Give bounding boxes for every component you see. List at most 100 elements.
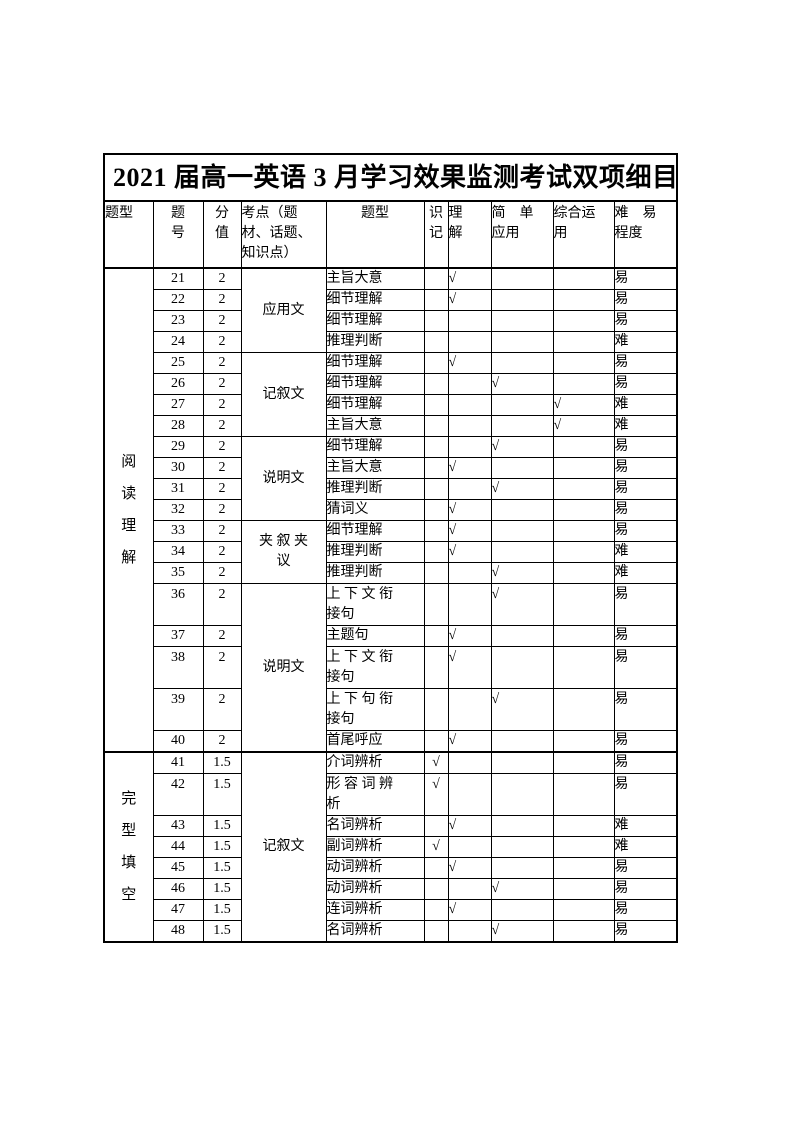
difficulty-cell: 易 xyxy=(613,457,678,479)
table-row: 26 2 细节理解 √ 易 xyxy=(104,373,678,395)
check-memorization xyxy=(423,478,449,500)
check-memorization xyxy=(423,267,449,290)
section-reading-comprehension: 阅读理解 xyxy=(103,267,154,753)
question-no-cell: 44 xyxy=(152,836,204,858)
check-comprehensive-application xyxy=(552,836,615,858)
points-cell: 2 xyxy=(202,331,242,353)
check-memorization xyxy=(423,857,449,879)
points-cell: 2 xyxy=(202,267,242,290)
check-comprehensive-application xyxy=(552,815,615,837)
check-comprehension: √ xyxy=(447,520,492,542)
question-no-cell: 27 xyxy=(152,394,204,416)
question-type-cell: 主旨大意 xyxy=(325,267,425,290)
check-comprehension: √ xyxy=(447,541,492,563)
points-cell: 1.5 xyxy=(202,836,242,858)
points-cell: 1.5 xyxy=(202,857,242,879)
points-cell: 1.5 xyxy=(202,751,242,774)
check-comprehensive-application xyxy=(552,436,615,458)
header-points: 分 值 xyxy=(202,200,242,269)
points-cell: 2 xyxy=(202,457,242,479)
check-memorization xyxy=(423,541,449,563)
check-memorization xyxy=(423,331,449,353)
question-type-cell: 副词辨析 xyxy=(325,836,425,858)
difficulty-cell: 难 xyxy=(613,562,678,584)
check-comprehensive-application xyxy=(552,310,615,332)
difficulty-cell: 易 xyxy=(613,773,678,816)
header-memorization: 识 记 xyxy=(423,200,449,269)
difficulty-cell: 易 xyxy=(613,857,678,879)
check-memorization xyxy=(423,499,449,521)
question-no-cell: 21 xyxy=(152,267,204,290)
table-row: 31 2 推理判断 √ 易 xyxy=(104,478,678,500)
header-simple-application: 简 单 应用 xyxy=(490,200,554,269)
table-row: 46 1.5 动词辨析 √ 易 xyxy=(104,878,678,900)
points-cell: 2 xyxy=(202,646,242,689)
check-simple-application xyxy=(490,857,554,879)
question-type-cell: 推理判断 xyxy=(325,562,425,584)
material-cell: 记叙文 xyxy=(240,751,327,943)
check-comprehensive-application xyxy=(552,878,615,900)
question-type-cell: 主旨大意 xyxy=(325,457,425,479)
check-memorization: √ xyxy=(423,773,449,816)
check-comprehensive-application: √ xyxy=(552,394,615,416)
question-type-cell: 上 下 文 衔 接句 xyxy=(325,583,425,626)
question-type-cell: 猜词义 xyxy=(325,499,425,521)
header-difficulty: 难 易 程度 xyxy=(613,200,678,269)
points-cell: 2 xyxy=(202,394,242,416)
check-comprehension xyxy=(447,331,492,353)
difficulty-cell: 易 xyxy=(613,751,678,774)
check-comprehension xyxy=(447,373,492,395)
check-comprehension xyxy=(447,688,492,731)
table-row: 45 1.5 动词辨析 √ 易 xyxy=(104,857,678,879)
question-no-cell: 36 xyxy=(152,583,204,626)
header-test-point: 考点（题 材、话题、 知识点） xyxy=(240,200,327,269)
check-memorization xyxy=(423,289,449,311)
question-type-cell: 介词辨析 xyxy=(325,751,425,774)
check-comprehensive-application xyxy=(552,478,615,500)
question-no-cell: 22 xyxy=(152,289,204,311)
check-memorization xyxy=(423,688,449,731)
check-comprehensive-application xyxy=(552,583,615,626)
check-simple-application: √ xyxy=(490,920,554,943)
question-no-cell: 42 xyxy=(152,773,204,816)
table-row: 22 2 细节理解 √ 易 xyxy=(104,289,678,311)
points-cell: 2 xyxy=(202,310,242,332)
points-cell: 2 xyxy=(202,352,242,374)
points-cell: 2 xyxy=(202,541,242,563)
check-simple-application xyxy=(490,899,554,921)
question-type-cell: 上 下 句 衔 接句 xyxy=(325,688,425,731)
question-no-cell: 40 xyxy=(152,730,204,753)
table-row: 30 2 主旨大意 √ 易 xyxy=(104,457,678,479)
check-comprehensive-application xyxy=(552,899,615,921)
header-question-type: 题型 xyxy=(325,200,425,269)
difficulty-cell: 易 xyxy=(613,899,678,921)
check-comprehension xyxy=(447,773,492,816)
table-row: 29 2 说明文 细节理解 √ 易 xyxy=(104,436,678,521)
question-type-cell: 名词辨析 xyxy=(325,815,425,837)
question-type-cell: 细节理解 xyxy=(325,310,425,332)
check-comprehensive-application xyxy=(552,920,615,943)
difficulty-cell: 难 xyxy=(613,836,678,858)
points-cell: 2 xyxy=(202,289,242,311)
question-no-cell: 39 xyxy=(152,688,204,731)
section-label: 阅读理解 xyxy=(121,454,137,566)
question-no-cell: 32 xyxy=(152,499,204,521)
check-comprehensive-application xyxy=(552,267,615,290)
question-type-cell: 推理判断 xyxy=(325,541,425,563)
question-type-cell: 细节理解 xyxy=(325,289,425,311)
difficulty-cell: 易 xyxy=(613,878,678,900)
question-no-cell: 37 xyxy=(152,625,204,647)
question-type-cell: 首尾呼应 xyxy=(325,730,425,753)
difficulty-cell: 难 xyxy=(613,815,678,837)
question-type-cell: 细节理解 xyxy=(325,436,425,458)
question-no-cell: 45 xyxy=(152,857,204,879)
question-type-cell: 细节理解 xyxy=(325,520,425,542)
table-row: 28 2 主旨大意 √ 难 xyxy=(104,415,678,437)
question-no-cell: 30 xyxy=(152,457,204,479)
check-comprehensive-application xyxy=(552,730,615,753)
material-cell: 说明文 xyxy=(240,583,327,753)
question-no-cell: 41 xyxy=(152,751,204,774)
question-type-cell: 主旨大意 xyxy=(325,415,425,437)
points-cell: 2 xyxy=(202,415,242,437)
check-simple-application xyxy=(490,541,554,563)
